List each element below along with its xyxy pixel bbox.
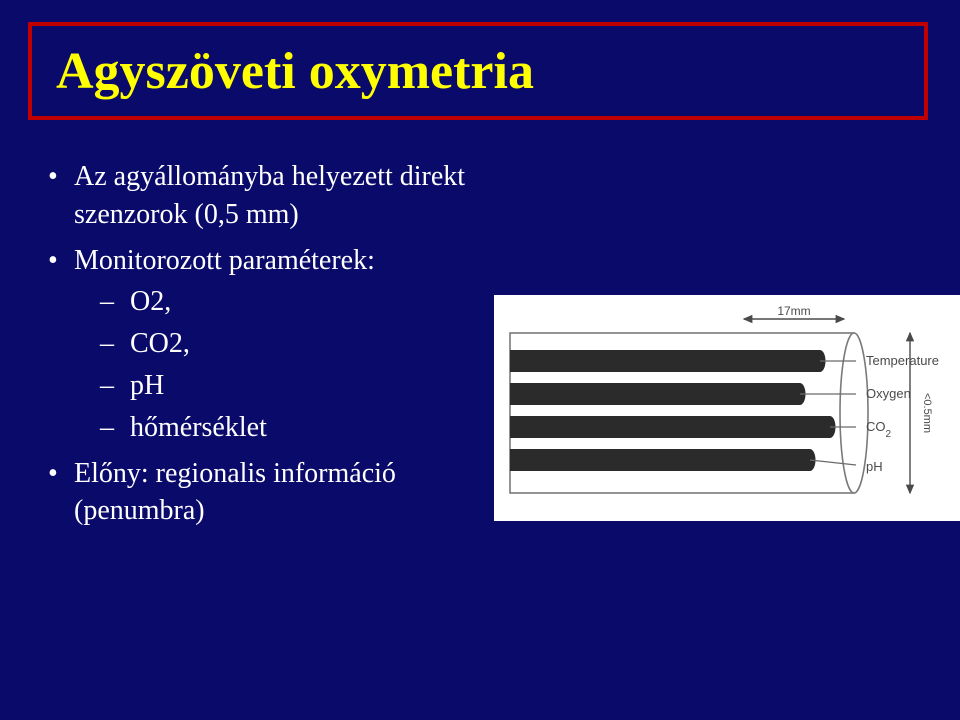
bullet-text: Monitorozott paraméterek:: [74, 245, 375, 276]
sub-bullet-item: hőmérséklet: [74, 409, 488, 447]
bullet-item: Monitorozott paraméterek: O2, CO2, pH hő…: [48, 242, 488, 447]
sub-bullet-item: O2,: [74, 283, 488, 321]
bullet-text: Az agyállományba helyezett direkt szenzo…: [74, 161, 465, 230]
svg-text:Oxygen: Oxygen: [866, 386, 911, 401]
sub-bullet-text: O2,: [130, 286, 171, 317]
sub-bullet-item: CO2,: [74, 325, 488, 363]
bullet-text: Előny: regionalis információ (penumbra): [74, 458, 396, 527]
bullet-item: Előny: regionalis információ (penumbra): [48, 455, 488, 531]
sub-bullet-item: pH: [74, 367, 488, 405]
sub-bullet-text: hőmérséklet: [130, 412, 267, 443]
svg-text:Temperature: Temperature: [866, 353, 939, 368]
svg-text:17mm: 17mm: [777, 304, 810, 318]
sub-bullet-text: pH: [130, 370, 164, 401]
slide-body: Az agyállományba helyezett direkt szenzo…: [48, 158, 488, 538]
title-box: Agyszöveti oxymetria: [28, 22, 928, 120]
sensor-diagram: Temperature Oxygen CO2 pH 17mm <0.5mm: [494, 295, 960, 521]
svg-text:pH: pH: [866, 459, 883, 474]
bullet-item: Az agyállományba helyezett direkt szenzo…: [48, 158, 488, 234]
svg-text:CO2: CO2: [866, 419, 892, 440]
slide-title: Agyszöveti oxymetria: [56, 42, 534, 101]
sub-bullet-text: CO2,: [130, 328, 190, 359]
svg-text:<0.5mm: <0.5mm: [921, 393, 933, 433]
